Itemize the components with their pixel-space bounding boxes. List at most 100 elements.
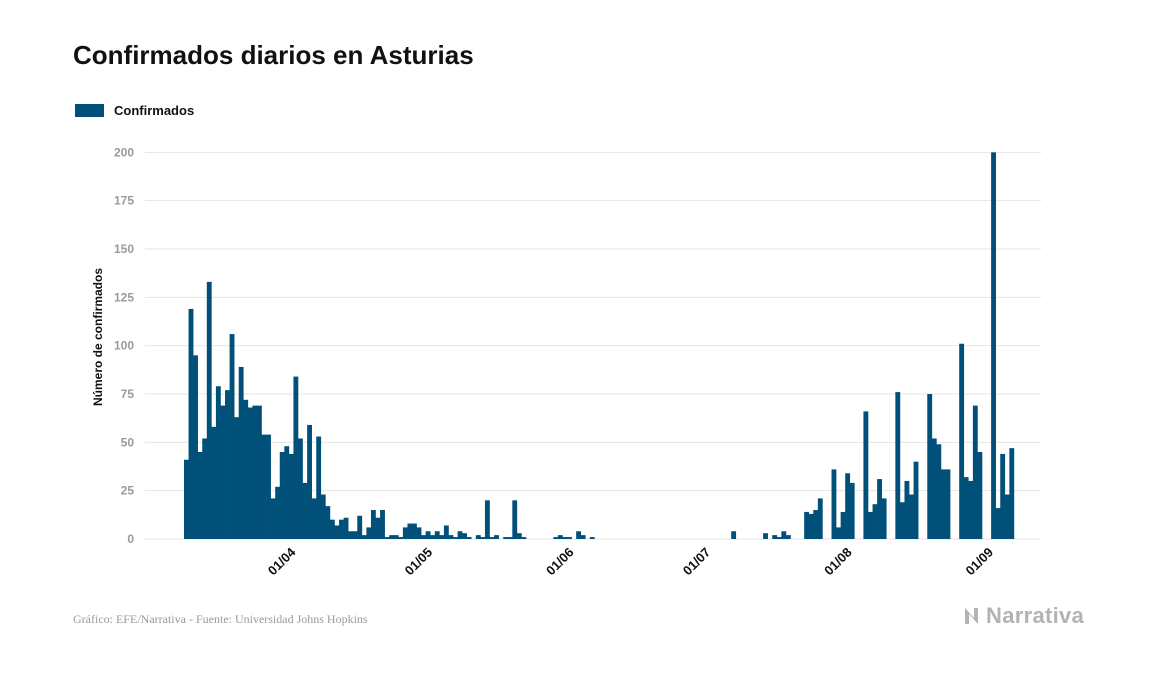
bar [366, 527, 372, 539]
y-tick-label: 200 [114, 145, 134, 159]
bar [425, 531, 431, 539]
bar [813, 510, 819, 539]
bar [220, 405, 226, 539]
bar [256, 405, 262, 539]
x-tick-label: 01/05 [402, 545, 436, 579]
bar [931, 438, 937, 539]
legend-label: Confirmados [114, 103, 195, 118]
bar [881, 498, 887, 539]
x-tick-label: 01/08 [821, 545, 855, 579]
bar [320, 494, 326, 539]
bar [494, 535, 499, 539]
bar [339, 519, 344, 539]
bar [316, 436, 322, 539]
bar [421, 535, 426, 539]
bar [991, 152, 996, 539]
bar [398, 537, 404, 539]
bar [197, 452, 203, 539]
bar [247, 407, 253, 539]
bar [899, 502, 905, 539]
x-tick-label: 01/09 [963, 545, 997, 579]
bar [484, 500, 490, 539]
bar [972, 405, 978, 539]
bar [868, 511, 873, 539]
bar [763, 533, 768, 539]
bar [234, 417, 240, 539]
bar [225, 390, 230, 539]
bar [375, 517, 381, 539]
bar [845, 473, 851, 539]
narrativa-logo-icon [965, 608, 978, 624]
bar [466, 537, 472, 539]
bar [457, 531, 463, 539]
bar [298, 438, 303, 539]
bar [480, 537, 486, 539]
bar [279, 452, 285, 539]
bar [849, 482, 855, 539]
bar [448, 535, 454, 539]
bar [402, 527, 408, 539]
bar [576, 531, 582, 539]
bar [521, 537, 527, 539]
bar [475, 535, 481, 539]
x-axis-ticks: 01/04 01/05 01/06 01/07 01/08 01/09 [265, 544, 996, 578]
bar [443, 525, 449, 539]
bar [963, 477, 969, 539]
bar [785, 535, 791, 539]
bar [348, 531, 354, 539]
bar [215, 386, 221, 539]
bar [913, 461, 919, 539]
bar [936, 444, 942, 539]
y-tick-label: 100 [114, 339, 134, 353]
bar [261, 434, 267, 539]
bar [184, 459, 189, 539]
brand-name: Narrativa [986, 603, 1085, 628]
bar [311, 498, 317, 539]
bar [995, 508, 1001, 539]
bar [557, 535, 563, 539]
x-tick-label: 01/06 [543, 545, 577, 579]
bar [968, 481, 974, 539]
bar [229, 334, 235, 539]
bar [357, 515, 363, 539]
bar [206, 281, 212, 539]
bar [188, 308, 194, 539]
bar [284, 446, 290, 539]
bar [940, 469, 946, 539]
y-axis-label: Número de confirmados [91, 268, 105, 406]
bar [831, 469, 837, 539]
bar [895, 392, 901, 539]
bars [184, 152, 1015, 539]
bar [512, 500, 518, 539]
bar [562, 537, 568, 539]
bar [1004, 494, 1010, 539]
bar [840, 511, 846, 539]
bar [434, 531, 440, 539]
bar [325, 506, 331, 539]
bar [945, 469, 951, 539]
y-tick-label: 125 [114, 290, 134, 304]
bar [334, 525, 340, 539]
bar [877, 479, 882, 539]
bar [370, 510, 376, 539]
bar [804, 511, 810, 539]
bar [776, 537, 782, 539]
bar [361, 535, 367, 539]
bar [808, 513, 814, 539]
bar [817, 498, 823, 539]
bar [252, 405, 258, 539]
bar [909, 494, 914, 539]
bar [507, 537, 513, 539]
bar [389, 535, 395, 539]
legend-swatch [75, 104, 104, 117]
source-footer: Gráfico: EFE/Narrativa - Fuente: Univers… [73, 612, 368, 626]
bar [266, 434, 271, 539]
x-tick-label: 01/07 [680, 545, 714, 579]
bar [243, 399, 249, 539]
bar [453, 537, 458, 539]
bar [489, 537, 495, 539]
bar [288, 453, 294, 539]
bar [430, 535, 436, 539]
y-tick-label: 150 [114, 242, 134, 256]
